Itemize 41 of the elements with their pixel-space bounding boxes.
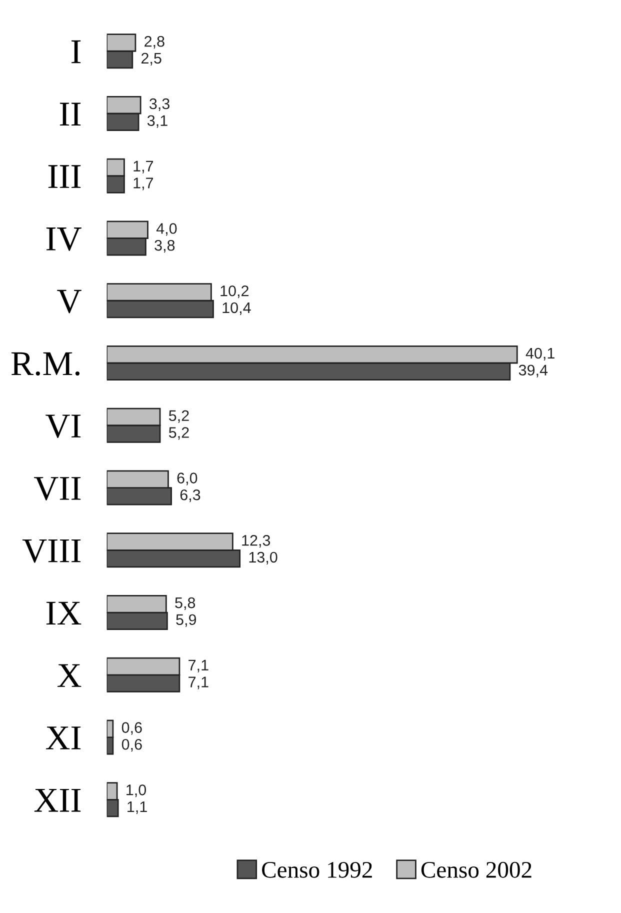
y-tick-label: II bbox=[60, 102, 81, 126]
data-label: 1,1 bbox=[128, 802, 147, 814]
y-tick-label: I bbox=[72, 40, 81, 64]
y-tick-label: R.M. bbox=[11, 352, 80, 376]
data-label: 7,1 bbox=[188, 676, 208, 690]
y-tick-label: IX bbox=[46, 602, 82, 625]
data-label: 0,6 bbox=[122, 722, 142, 735]
data-label: 4,0 bbox=[156, 223, 177, 236]
data-label: 10,2 bbox=[220, 285, 248, 298]
data-label: 39,4 bbox=[518, 364, 548, 378]
data-label: 12,3 bbox=[242, 534, 270, 548]
data-label: 5,2 bbox=[168, 410, 189, 423]
data-label: 1,0 bbox=[126, 784, 146, 798]
data-label: 3,3 bbox=[149, 98, 170, 111]
legend-label: Censo 1992 bbox=[262, 862, 372, 878]
data-label: 6,0 bbox=[177, 472, 198, 486]
y-tick-label: XII bbox=[34, 788, 81, 812]
data-label: 5,2 bbox=[168, 427, 189, 440]
legend-label: Censo 2002 bbox=[421, 862, 532, 878]
data-label: 0,6 bbox=[122, 738, 142, 752]
y-tick-label: X bbox=[58, 664, 82, 687]
y-tick-label: XI bbox=[46, 726, 81, 750]
data-label: 40,1 bbox=[526, 348, 554, 360]
data-label: 5,9 bbox=[176, 614, 196, 627]
data-label: 2,8 bbox=[144, 36, 164, 49]
data-label: 6,3 bbox=[180, 489, 200, 502]
data-label: 2,5 bbox=[141, 52, 162, 66]
data-label: 3,1 bbox=[147, 115, 168, 128]
data-label: 7,1 bbox=[188, 660, 208, 672]
data-label: 1,7 bbox=[134, 178, 154, 190]
data-label: 10,4 bbox=[222, 302, 251, 315]
y-tick-label: V bbox=[57, 290, 82, 314]
y-tick-label: IV bbox=[46, 228, 82, 251]
y-tick-label: III bbox=[48, 165, 81, 188]
y-tick-label: VI bbox=[46, 414, 81, 438]
data-label: 13,0 bbox=[249, 552, 278, 564]
data-label: 1,7 bbox=[134, 160, 154, 174]
y-tick-label: VIII bbox=[22, 539, 81, 563]
data-label: 3,8 bbox=[154, 240, 175, 253]
y-tick-label: VII bbox=[34, 477, 81, 500]
data-label: 5,8 bbox=[175, 597, 196, 610]
